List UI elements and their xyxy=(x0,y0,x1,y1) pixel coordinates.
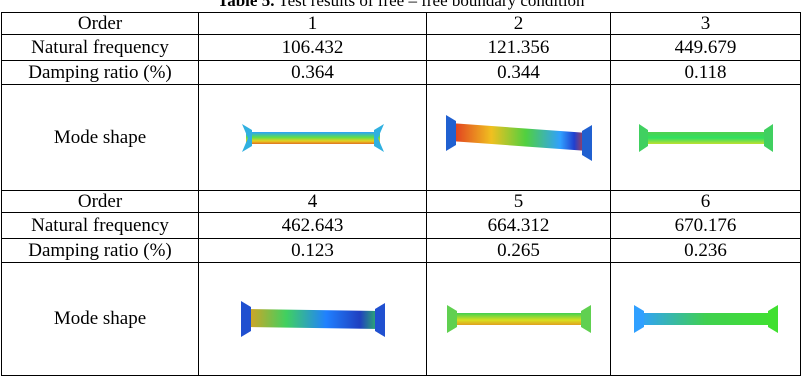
mode-shape-image xyxy=(631,299,781,339)
cell: 5 xyxy=(427,191,611,213)
cell: Damping ratio (%) xyxy=(2,239,199,263)
row: Mode shape xyxy=(2,85,801,191)
cell: 0.265 xyxy=(427,239,611,263)
cell: 2 xyxy=(427,13,611,35)
cell: 664.312 xyxy=(427,213,611,239)
cell: Natural frequency xyxy=(2,35,199,61)
mode-shape-image xyxy=(444,299,594,339)
caption-text: Test results of free – free boundary con… xyxy=(278,0,584,10)
image-cell xyxy=(427,263,611,376)
cell: 0.344 xyxy=(427,61,611,85)
cell: 670.176 xyxy=(611,213,801,239)
cell: 121.356 xyxy=(427,35,611,61)
image-cell xyxy=(611,85,801,191)
cell: Order xyxy=(2,13,199,35)
cell: 0.118 xyxy=(611,61,801,85)
cell: 1 xyxy=(199,13,427,35)
cell: Mode shape xyxy=(2,85,199,191)
cell: Order xyxy=(2,191,199,213)
cell: Natural frequency xyxy=(2,213,199,239)
cell: 106.432 xyxy=(199,35,427,61)
cell: Damping ratio (%) xyxy=(2,61,199,85)
cell: 0.236 xyxy=(611,239,801,263)
cell: 3 xyxy=(611,13,801,35)
image-cell xyxy=(199,263,427,376)
mode-shape-image xyxy=(444,111,594,165)
cell: 0.364 xyxy=(199,61,427,85)
mode-shape-image xyxy=(238,297,388,341)
caption: Table 5. Test results of free – free bou… xyxy=(0,0,802,11)
cell: 462.643 xyxy=(199,213,427,239)
cell: 4 xyxy=(199,191,427,213)
cell: Mode shape xyxy=(2,263,199,376)
mode-shape-image xyxy=(636,118,776,158)
cell: 6 xyxy=(611,191,801,213)
image-cell xyxy=(199,85,427,191)
row: Mode shape xyxy=(2,263,801,376)
cell: 449.679 xyxy=(611,35,801,61)
mode-shape-image xyxy=(238,118,388,158)
page: Table 5. Test results of free – free bou… xyxy=(0,0,802,377)
caption-label: Table 5. xyxy=(217,0,274,10)
cell: 0.123 xyxy=(199,239,427,263)
image-cell xyxy=(427,85,611,191)
image-cell xyxy=(611,263,801,376)
